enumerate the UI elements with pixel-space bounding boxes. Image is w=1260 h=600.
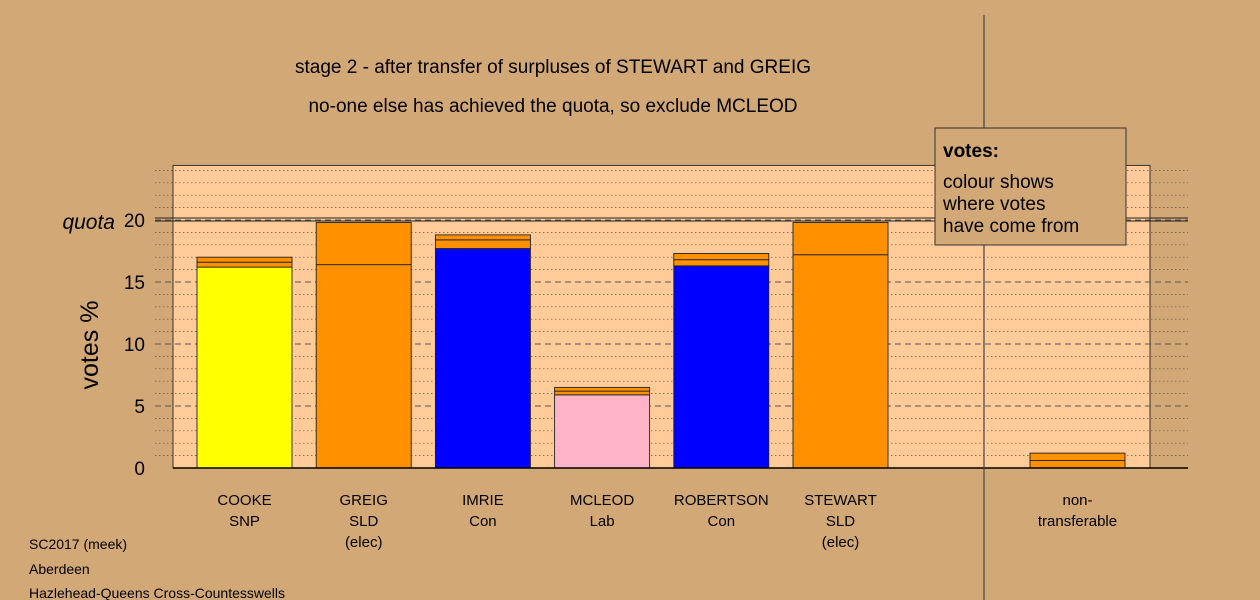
bar-segment (554, 386, 651, 392)
bar-segment (1029, 460, 1126, 469)
nontransferable-label: transferable (1038, 513, 1117, 530)
bar-segment (315, 264, 412, 469)
chart-subtitle: no-one else has achieved the quota, so e… (308, 96, 797, 117)
bar-segment (315, 222, 412, 266)
chart-title: stage 2 - after transfer of surpluses of… (295, 57, 811, 78)
bar-segment (434, 234, 531, 241)
bar-segment (196, 266, 293, 469)
legend-line: colour shows (943, 172, 1054, 193)
bar-segment (792, 222, 889, 256)
y-axis-label: votes % (76, 301, 104, 390)
bar-segment (792, 254, 889, 469)
candidate-label: (elec) (822, 534, 860, 551)
y-tick-label: 5 (134, 397, 145, 418)
nontransferable-label: non- (1062, 492, 1092, 509)
candidate-label: COOKE (217, 492, 271, 509)
y-tick-label: 0 (134, 459, 145, 480)
footer-line: Hazlehead-Queens Cross-Countesswells (29, 585, 285, 600)
bars (196, 222, 1126, 469)
candidate-label: GREIG (340, 492, 388, 509)
bar-segment (554, 390, 651, 396)
candidate-label: Con (469, 513, 497, 530)
y-axis-ticks: 0 5 10 15 20 (124, 211, 145, 480)
y-tick-label: 15 (124, 273, 145, 294)
bar-segment (1029, 452, 1126, 462)
y-tick-label: 20 (124, 211, 145, 232)
candidate-label: SLD (826, 513, 855, 530)
bar-segment (196, 261, 293, 268)
legend-line: have come from (943, 216, 1079, 237)
candidate-label: ROBERTSON (674, 492, 769, 509)
bar-segment (673, 253, 770, 261)
bar-segment (673, 259, 770, 267)
candidate-label: MCLEOD (570, 492, 634, 509)
candidate-label: STEWART (804, 492, 877, 509)
bar-segment (554, 394, 651, 469)
candidate-label: SLD (349, 513, 378, 530)
candidate-label: (elec) (345, 534, 383, 551)
candidate-label: Con (708, 513, 736, 530)
bar-segment (434, 239, 531, 249)
legend-line: where votes (942, 194, 1045, 215)
y-tick-label: 10 (124, 335, 145, 356)
quota-label: quota (62, 211, 115, 234)
footer-line: SC2017 (meek) (29, 536, 127, 552)
footer-line: Aberdeen (29, 561, 90, 577)
candidate-label: Lab (590, 513, 615, 530)
legend-box (934, 127, 1127, 246)
candidate-label: SNP (229, 513, 260, 530)
bar-segment (673, 265, 770, 469)
bar-segment (196, 256, 293, 263)
candidate-label: IMRIE (462, 492, 504, 509)
legend: votes: colour shows where votes have com… (934, 127, 1127, 246)
bar-segment (434, 248, 531, 469)
legend-title: votes: (943, 141, 999, 162)
x-axis-labels: COOKE SNP GREIG SLD (elec) IMRIE Con MCLEOD Lab R… (217, 492, 1117, 551)
footer: SC2017 (meek) Aberdeen Hazlehead-Queens … (29, 536, 285, 600)
